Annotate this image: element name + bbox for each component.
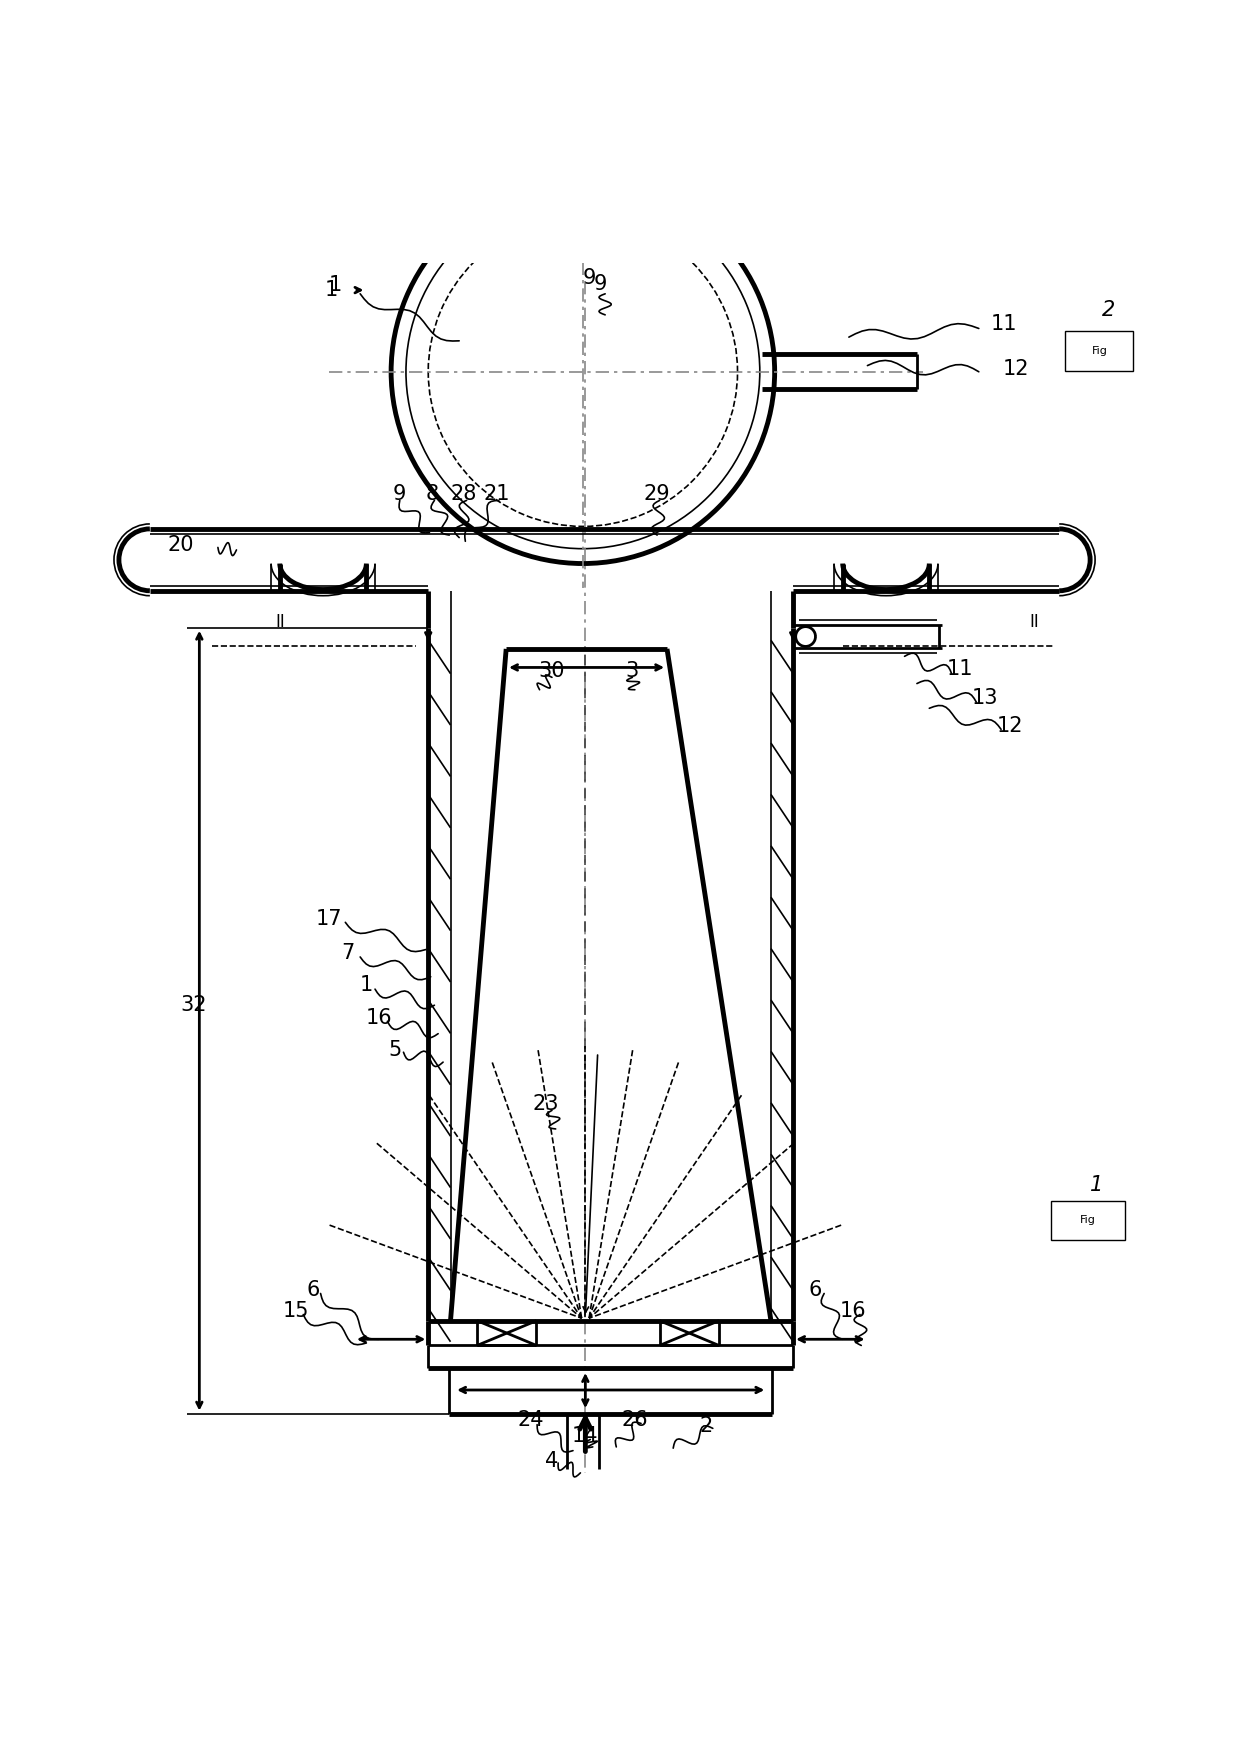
Text: 1: 1 (360, 975, 373, 996)
Text: 1: 1 (1090, 1174, 1102, 1195)
Text: 4: 4 (546, 1451, 558, 1470)
Bar (1065, 331, 1133, 370)
Text: 26: 26 (621, 1410, 649, 1430)
Text: 15: 15 (283, 1301, 309, 1320)
Text: 8: 8 (425, 485, 439, 504)
Text: 16: 16 (366, 1008, 392, 1028)
Text: 9: 9 (583, 268, 595, 287)
Text: 28: 28 (451, 485, 477, 504)
Bar (1050, 1201, 1125, 1241)
Text: 1: 1 (325, 280, 339, 300)
Text: 11: 11 (947, 659, 973, 679)
Text: 6: 6 (306, 1280, 320, 1299)
Text: 17: 17 (316, 908, 342, 929)
Text: 23: 23 (532, 1095, 559, 1114)
Text: 9: 9 (594, 273, 606, 294)
Text: 13: 13 (972, 688, 998, 709)
Text: II: II (1029, 614, 1039, 631)
Text: 7: 7 (341, 943, 355, 963)
Text: 21: 21 (484, 485, 510, 504)
Text: 20: 20 (167, 534, 193, 555)
Text: Fig: Fig (1080, 1215, 1096, 1225)
Text: 12: 12 (997, 716, 1023, 735)
Text: II: II (275, 614, 285, 631)
Text: 1: 1 (329, 275, 342, 294)
Text: 16: 16 (839, 1301, 866, 1320)
Text: 24: 24 (517, 1410, 544, 1430)
Text: 5: 5 (388, 1040, 402, 1060)
Text: Fig: Fig (1091, 346, 1107, 356)
Text: 9: 9 (393, 485, 407, 504)
Text: 11: 11 (991, 314, 1017, 333)
Text: 14: 14 (572, 1426, 599, 1446)
Text: 12: 12 (1003, 360, 1029, 379)
Text: 32: 32 (180, 996, 206, 1015)
Text: 6: 6 (808, 1280, 822, 1299)
Text: 29: 29 (644, 485, 671, 504)
Text: 2: 2 (1102, 300, 1115, 319)
Text: 3: 3 (626, 661, 639, 681)
Text: 30: 30 (538, 661, 565, 681)
Text: 2: 2 (701, 1416, 713, 1435)
